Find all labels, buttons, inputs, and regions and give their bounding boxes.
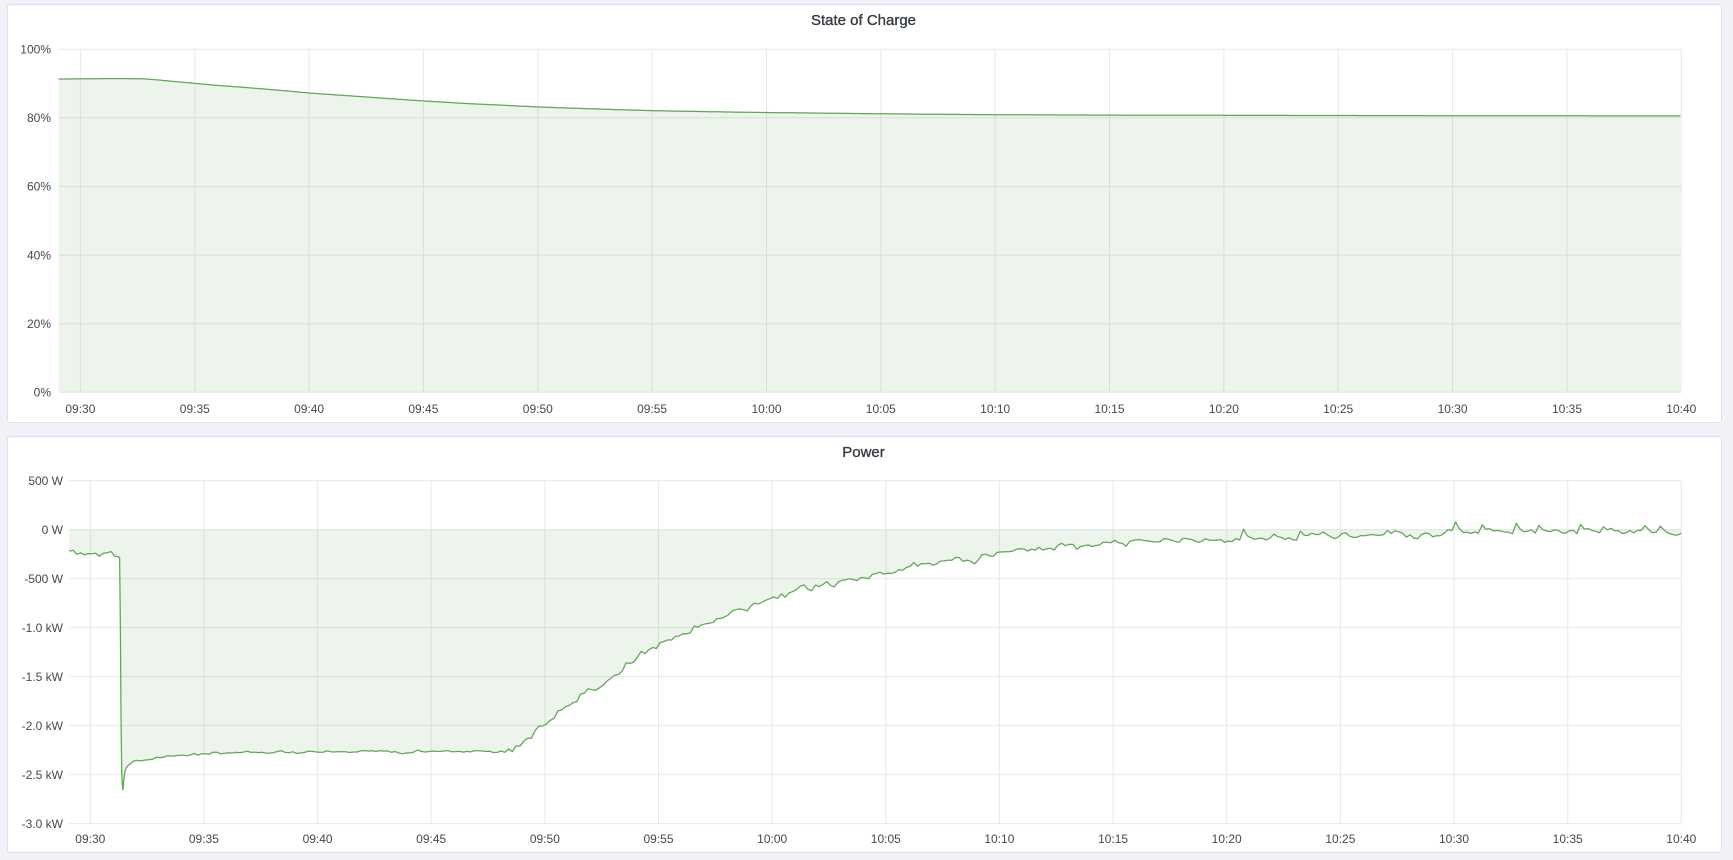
svg-text:500 W: 500 W	[28, 474, 63, 488]
svg-text:10:25: 10:25	[1323, 402, 1353, 416]
svg-text:-3.0 kW: -3.0 kW	[22, 817, 64, 831]
svg-text:10:00: 10:00	[757, 832, 787, 846]
svg-text:0%: 0%	[34, 386, 52, 400]
svg-text:100%: 100%	[20, 42, 51, 56]
svg-text:09:35: 09:35	[189, 832, 219, 846]
svg-text:09:30: 09:30	[65, 402, 95, 416]
svg-text:09:45: 09:45	[408, 402, 438, 416]
svg-text:10:05: 10:05	[866, 402, 896, 416]
svg-text:10:25: 10:25	[1325, 832, 1355, 846]
svg-text:09:50: 09:50	[523, 402, 553, 416]
svg-text:10:15: 10:15	[1094, 402, 1124, 416]
svg-text:0 W: 0 W	[42, 523, 64, 537]
svg-text:09:30: 09:30	[75, 832, 105, 846]
svg-text:10:20: 10:20	[1212, 832, 1242, 846]
svg-text:-1.0 kW: -1.0 kW	[22, 621, 64, 635]
svg-text:09:35: 09:35	[180, 402, 210, 416]
svg-text:20%: 20%	[27, 317, 51, 331]
svg-text:10:35: 10:35	[1553, 832, 1583, 846]
svg-text:10:35: 10:35	[1552, 402, 1582, 416]
svg-text:60%: 60%	[27, 180, 51, 194]
svg-text:10:20: 10:20	[1209, 402, 1239, 416]
svg-text:10:00: 10:00	[751, 402, 781, 416]
svg-text:09:40: 09:40	[303, 832, 333, 846]
svg-text:10:30: 10:30	[1438, 402, 1468, 416]
svg-text:10:30: 10:30	[1439, 832, 1469, 846]
svg-text:09:55: 09:55	[637, 402, 667, 416]
svg-text:-2.0 kW: -2.0 kW	[22, 719, 64, 733]
svg-text:-2.5 kW: -2.5 kW	[22, 768, 64, 782]
svg-text:10:10: 10:10	[984, 832, 1014, 846]
svg-text:80%: 80%	[27, 111, 51, 125]
svg-text:-1.5 kW: -1.5 kW	[22, 670, 64, 684]
svg-text:40%: 40%	[27, 248, 51, 262]
svg-text:10:10: 10:10	[980, 402, 1010, 416]
svg-text:10:40: 10:40	[1666, 832, 1696, 846]
svg-text:10:05: 10:05	[871, 832, 901, 846]
svg-text:10:15: 10:15	[1098, 832, 1128, 846]
svg-text:09:50: 09:50	[530, 832, 560, 846]
svg-text:10:40: 10:40	[1666, 402, 1696, 416]
svg-text:-500 W: -500 W	[24, 572, 63, 586]
svg-text:09:55: 09:55	[643, 832, 673, 846]
svg-text:09:40: 09:40	[294, 402, 324, 416]
svg-text:09:45: 09:45	[416, 832, 446, 846]
